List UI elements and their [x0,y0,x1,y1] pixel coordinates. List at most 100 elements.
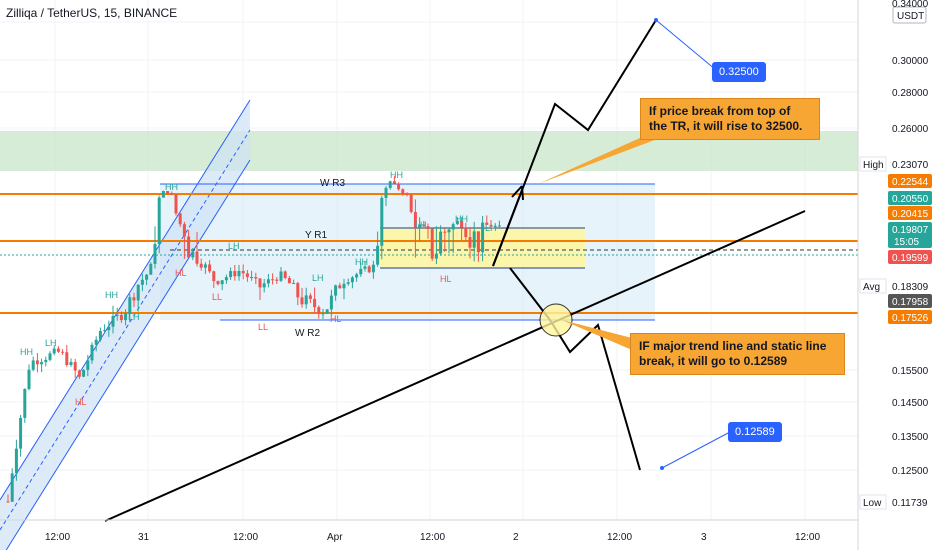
candle-body [300,297,304,305]
candle-body [170,193,174,195]
price-tick: 0.28000 [892,88,929,99]
candle-body [388,181,392,188]
swing-label: HL [330,314,342,324]
callout-breakout-up: If price break from top of the TR, it wi… [640,98,820,140]
candle-body [313,298,317,308]
label-wr3: W R3 [320,178,345,189]
candle-body [409,195,413,212]
price-tick: 0.34000 [892,0,929,10]
candle-body [111,316,115,327]
candle-body [245,273,249,278]
candle-body [124,313,128,321]
candle-body [418,224,422,228]
candle-body [317,307,321,314]
target-down-leader [661,431,731,469]
price-label-value: 0.20415 [892,209,929,220]
candle-body [426,226,430,229]
candle-body [266,279,270,284]
time-tick: 12:00 [795,532,820,543]
candle-body [304,295,308,305]
candle-body [166,191,170,194]
currency-label: USDT [897,11,924,22]
candle-body [174,194,178,214]
candle-body [35,360,39,365]
swing-label: LL [212,292,222,302]
price-label-value: 0.23070 [892,160,929,171]
candle-body [86,360,90,370]
swing-label: LH [128,312,140,322]
time-tick: Apr [327,532,343,543]
price-label-box [888,294,932,308]
candle-body [90,344,94,361]
time-tick: 2 [513,532,519,543]
label-wr2: W R2 [295,328,320,339]
time-tick: 12:00 [233,532,258,543]
swing-label: LH [415,220,427,230]
candle-body [455,220,459,225]
candle-body [397,183,401,190]
candle-body [208,264,212,272]
chart-title: Zilliqa / TetherUS, 15, BINANCE [6,6,178,20]
price-label-value: 0.22544 [892,177,929,188]
candle-body [191,251,195,258]
swing-label: HL [440,274,452,284]
candle-body [430,228,434,259]
swing-label: LH [45,338,57,348]
target-up-point [654,18,658,22]
candle-body [73,362,77,371]
price-tick: 0.13500 [892,432,929,443]
price-tick: 0.15500 [892,366,929,377]
candle-body [224,277,228,281]
currency-badge [892,6,927,24]
candle-body [115,314,119,317]
price-tick: 0.14500 [892,398,929,409]
price-label-value: 0.20550 [892,194,929,205]
label-yr1: Y R1 [305,230,327,241]
candle-body [157,197,161,245]
candle-body [325,309,329,314]
candle-body [283,271,287,279]
price-axis [858,0,932,550]
target-up-tag: 0.32500 [712,62,766,82]
price-label-box [888,222,932,248]
candle-body [392,181,396,184]
price-label-value: 0.17526 [892,313,929,324]
candle-body [292,283,296,285]
price-label-name: Low [863,498,882,509]
candle-body [250,277,254,279]
candle-body [359,268,363,275]
candle-body [439,231,443,254]
candle-body [350,277,354,283]
break-circle [539,303,573,337]
candle-body [405,193,409,196]
channel-bottom [5,159,251,550]
callout-up-pointer [538,138,660,184]
target-down-tag: 0.12589 [728,422,782,442]
candle-body [199,263,203,268]
callout-breakdown: IF major trend line and static line brea… [630,333,845,375]
callout-down-pointer [562,320,632,350]
price-label-box [888,250,932,264]
price-label-box [888,191,932,205]
candle-body [94,339,98,345]
candle-body [77,370,81,377]
target-up-leader [655,19,717,71]
candle-body [10,473,14,502]
candle-body [329,295,333,310]
candle-body [451,224,455,230]
candle-body [98,330,102,340]
candle-body [178,213,182,225]
candle-body [279,271,283,281]
candle-body [493,225,497,227]
candle-body [367,266,371,273]
candle-body [61,351,65,353]
arrow-head [511,185,523,198]
candle-body [413,211,417,228]
candle-body [254,277,258,279]
candle-body [161,191,165,198]
candle-body [44,359,48,363]
candle-body [472,231,476,248]
candle-body [237,270,241,277]
